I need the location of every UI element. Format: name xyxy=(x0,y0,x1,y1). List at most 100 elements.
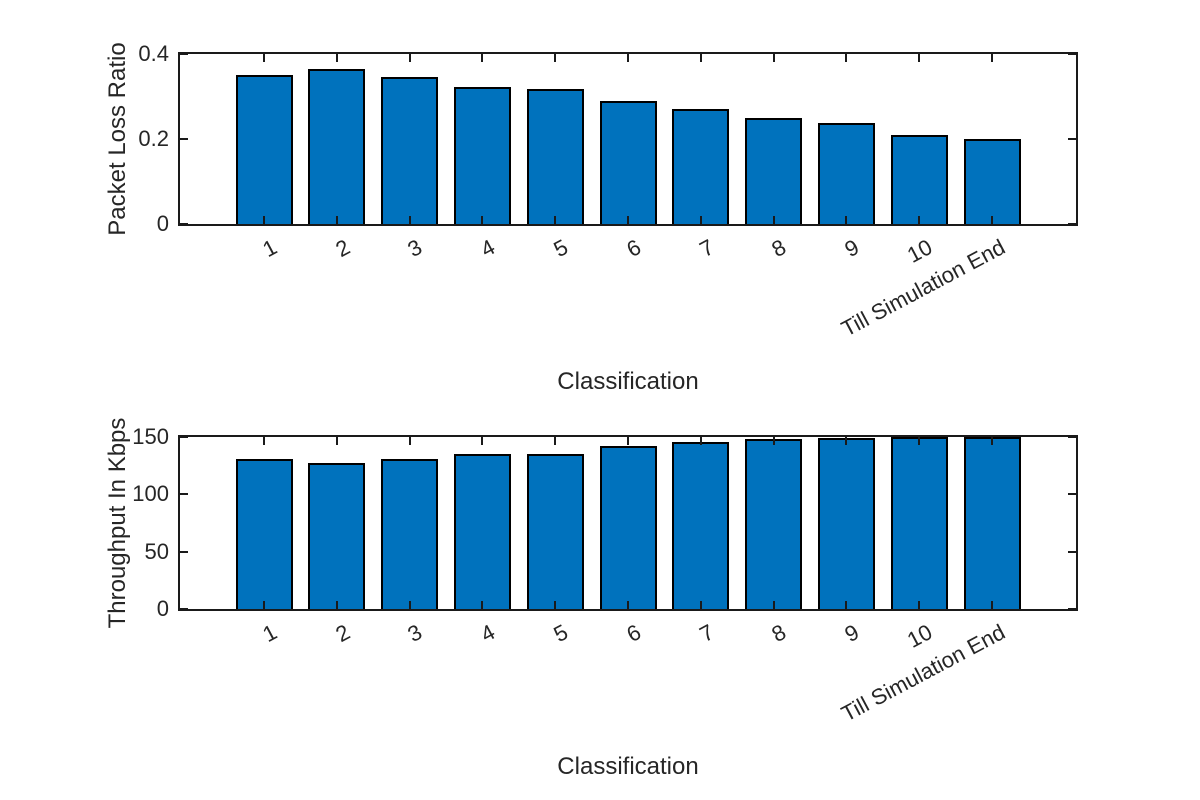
y-tick-mark-right xyxy=(1068,493,1076,496)
x-tick-text: 10 xyxy=(902,234,936,268)
x-tick-mark-top xyxy=(918,54,921,62)
x-tick-mark-top xyxy=(845,437,848,445)
x-tick-mark-bottom xyxy=(991,216,993,224)
x-tick-mark-bottom xyxy=(554,601,557,609)
y-tick-mark-left xyxy=(180,223,188,225)
y-axis-label-packet-loss: Packet Loss Ratio xyxy=(104,42,131,236)
bar-Till Simulation End xyxy=(963,139,1021,224)
x-tick-text: 8 xyxy=(767,234,791,263)
bar-1 xyxy=(235,459,293,609)
x-tick-text: 3 xyxy=(403,234,427,263)
y-tick-mark-right xyxy=(1068,53,1076,55)
y-tick-label: 50 xyxy=(144,538,169,564)
x-tick-mark-bottom xyxy=(845,601,848,609)
bar-6 xyxy=(599,101,657,224)
x-tick-mark-bottom xyxy=(699,216,702,224)
x-tick-mark-top xyxy=(554,54,557,62)
throughput-chart: Throughput In Kbps Classification 1 2 3 4 5 6… xyxy=(104,418,1078,780)
y-tick-label: 0 xyxy=(156,211,169,236)
x-tick-mark-bottom xyxy=(408,601,411,609)
bar-3 xyxy=(381,459,439,609)
y-tick-label: 150 xyxy=(132,424,169,449)
bar-6 xyxy=(599,446,657,609)
x-tick-mark-bottom xyxy=(772,216,775,224)
x-tick-text: 6 xyxy=(622,234,645,263)
y-tick-mark-right xyxy=(1068,223,1076,225)
y-tick-mark-left xyxy=(180,436,188,438)
bar-10 xyxy=(890,135,948,224)
y-axis-label-throughput: Throughput In Kbps xyxy=(104,417,131,629)
x-tick-text: 7 xyxy=(695,234,718,263)
x-tick-mark-bottom xyxy=(918,216,921,224)
bar-5 xyxy=(526,454,584,609)
bar-9 xyxy=(817,438,875,609)
bar-8 xyxy=(745,118,803,224)
x-tick-text: 2 xyxy=(331,234,354,263)
y-tick-label: 0.2 xyxy=(138,126,169,151)
x-tick-text: 9 xyxy=(840,234,864,263)
x-tick-mark-bottom xyxy=(627,601,629,609)
x-axis-label-classification-bottom: Classification xyxy=(557,753,699,780)
x-tick-text: 2 xyxy=(331,619,354,648)
bar-5 xyxy=(526,89,584,224)
x-tick-mark-bottom xyxy=(408,216,411,224)
y-tick-mark-left xyxy=(180,53,188,55)
y-tick-mark-left xyxy=(180,550,188,553)
x-tick-mark-top xyxy=(772,437,775,445)
bar-4 xyxy=(453,454,511,609)
y-tick-label: 100 xyxy=(132,481,169,507)
y-tick-label: 0.4 xyxy=(138,41,169,66)
bar-9 xyxy=(817,123,875,224)
bar-3 xyxy=(381,77,439,224)
x-tick-mark-bottom xyxy=(335,216,338,224)
bar-4 xyxy=(453,87,511,224)
packet-loss-ratio-chart: Packet Loss Ratio Classification 1 2 3 4 5 6 7… xyxy=(104,42,1078,395)
x-tick-text: 5 xyxy=(549,234,572,263)
x-tick-text: 10 xyxy=(902,619,936,653)
x-tick-mark-top xyxy=(627,54,629,62)
bar-7 xyxy=(672,109,730,224)
x-tick-mark-top xyxy=(991,437,993,445)
x-tick-mark-bottom xyxy=(772,601,775,609)
x-tick-mark-top xyxy=(481,437,484,445)
x-tick-mark-bottom xyxy=(263,601,265,609)
y-tick-label: 0 xyxy=(156,596,169,621)
x-tick-mark-top xyxy=(408,437,411,445)
bar-8 xyxy=(745,439,803,609)
x-tick-mark-top xyxy=(918,437,921,445)
x-tick-mark-bottom xyxy=(627,216,629,224)
x-tick-text: 5 xyxy=(549,619,572,648)
x-tick-mark-top xyxy=(772,54,775,62)
y-tick-mark-right xyxy=(1068,608,1076,610)
x-tick-text: 8 xyxy=(767,619,791,648)
x-tick-text: 1 xyxy=(258,619,281,648)
x-tick-mark-bottom xyxy=(335,601,338,609)
x-tick-text: 6 xyxy=(622,619,645,648)
x-tick-mark-top xyxy=(554,437,557,445)
x-tick-mark-top xyxy=(991,54,993,62)
x-tick-text: 4 xyxy=(476,234,500,263)
y-tick-mark-left xyxy=(180,138,188,140)
x-tick-mark-bottom xyxy=(481,601,484,609)
x-tick-mark-bottom xyxy=(481,216,484,224)
y-tick-mark-left xyxy=(180,608,188,610)
x-tick-text: 7 xyxy=(695,619,718,648)
x-tick-mark-top xyxy=(699,54,702,62)
x-tick-mark-bottom xyxy=(845,216,848,224)
bar-10 xyxy=(890,437,948,609)
x-tick-mark-bottom xyxy=(918,601,921,609)
bar-7 xyxy=(672,442,730,609)
x-tick-mark-top xyxy=(408,54,411,62)
x-tick-mark-top xyxy=(263,437,265,445)
x-tick-mark-top xyxy=(263,54,265,62)
bar-1 xyxy=(235,75,293,224)
x-tick-mark-bottom xyxy=(263,216,265,224)
x-tick-mark-bottom xyxy=(699,601,702,609)
x-tick-mark-top xyxy=(627,437,629,445)
x-tick-mark-top xyxy=(335,54,338,62)
bar-2 xyxy=(308,463,366,609)
y-tick-mark-right xyxy=(1068,436,1076,438)
x-tick-mark-top xyxy=(335,437,338,445)
x-tick-text: 1 xyxy=(258,234,281,263)
